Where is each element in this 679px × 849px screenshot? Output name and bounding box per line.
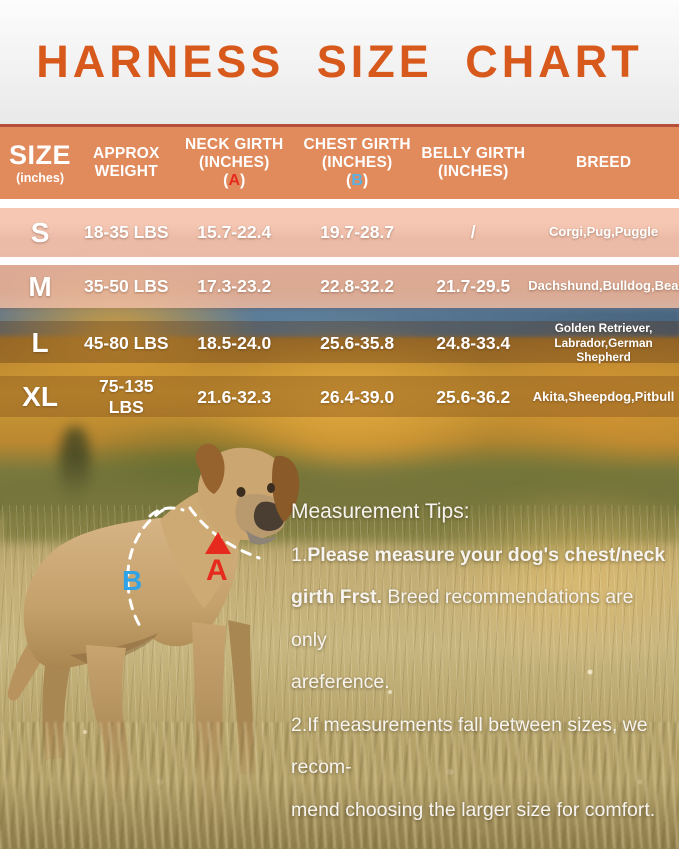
dog-ear-left <box>195 443 225 494</box>
tips-line: mend choosing the larger size for comfor… <box>291 798 656 821</box>
tips-line: girth Frst. Breed recommendations are on… <box>291 586 634 651</box>
title-bar: HARNESS SIZE CHART <box>0 0 679 124</box>
page-title: HARNESS SIZE CHART <box>36 36 643 87</box>
table-row-m: M 35-50 LBS 17.3-23.2 22.8-32.2 21.7-29.… <box>0 265 679 308</box>
header-chest-girth: CHEST GIRTH (INCHES) (B) <box>303 135 411 189</box>
chest-girth-line <box>126 508 165 630</box>
marker-b: B <box>122 565 142 596</box>
accent-divider <box>0 124 679 127</box>
chest-girth-line <box>148 506 185 518</box>
table-row-s: S 18-35 LBS 15.7-22.4 19.7-28.7 / Corgi,… <box>0 208 679 257</box>
header-breed: BREED <box>575 154 632 172</box>
tips-line: areference. <box>291 671 390 693</box>
dog-eye <box>236 487 246 497</box>
row-divider <box>0 199 679 208</box>
row-divider <box>0 257 679 265</box>
dog-photo: A B <box>7 443 300 828</box>
foreground-grass <box>0 722 679 849</box>
measurement-tips: Measurement Tips: 1.Please measure your … <box>291 491 673 831</box>
tips-line: 2.If measurements fall between sizes, we… <box>291 713 648 779</box>
dog-chin <box>246 530 276 545</box>
marker-a-label: A <box>228 171 241 189</box>
table-row-l: L 45-80 LBS 18.5-24.0 25.6-35.8 24.8-33.… <box>0 321 679 364</box>
header-size: SIZE (inches) <box>9 140 72 186</box>
arrow-up-icon <box>205 532 231 554</box>
marker-a: A <box>206 554 228 587</box>
marker-b-label: B <box>351 171 363 189</box>
dog-ear-right <box>272 455 300 522</box>
header-weight: APPROX WEIGHT <box>92 145 160 180</box>
header-belly-girth: BELLY GIRTH (INCHES) <box>421 145 526 180</box>
dog-eye <box>267 483 275 493</box>
table-row-xl: XL 75-135 LBS 21.6-32.3 26.4-39.0 25.6-3… <box>0 376 679 417</box>
tips-heading: Measurement Tips: <box>291 500 470 523</box>
header-neck-girth: NECK GIRTH (INCHES) (A) <box>185 135 284 189</box>
table-header-row: SIZE (inches) APPROX WEIGHT NECK GIRTH (… <box>0 127 679 199</box>
tips-line: 1.Please measure your dog's chest/neck <box>291 543 666 566</box>
